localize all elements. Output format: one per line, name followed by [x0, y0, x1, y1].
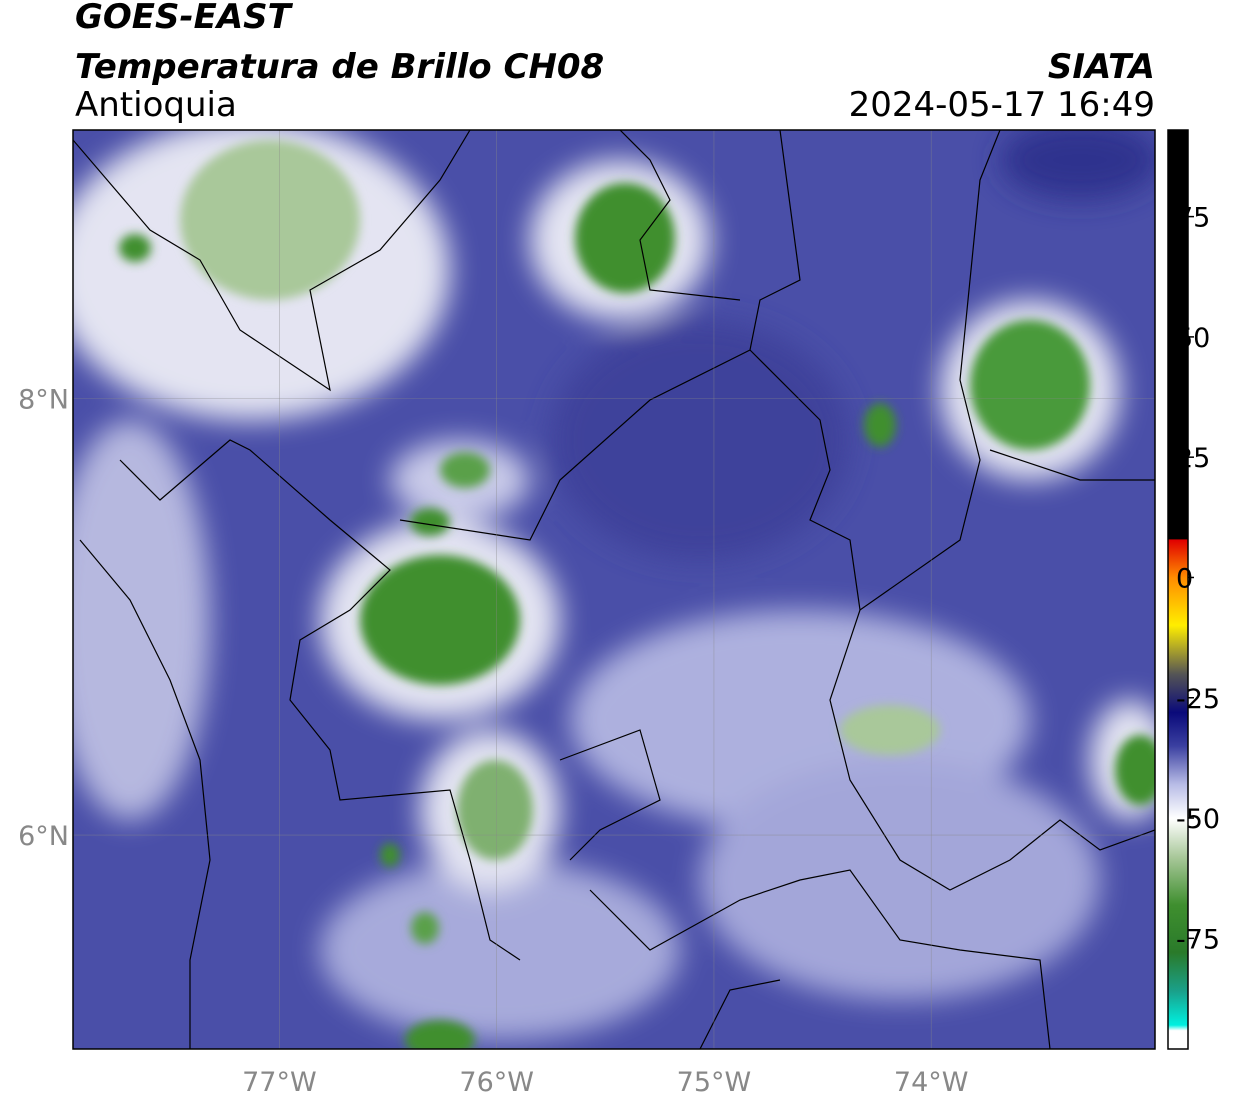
colorbar-tick-label: 0 — [1176, 563, 1193, 594]
axes: 77°W 76°W 75°W 74°W 6°N 8°N -75 -50 -25 0 25 50 75 — [18, 203, 1220, 1098]
y-tick-label: 8°N — [18, 384, 69, 415]
map-frame — [72, 129, 1156, 1050]
grid — [73, 130, 1155, 1049]
colorbar-tick-label: 50 — [1176, 323, 1210, 354]
subtitle: Temperatura de Brillo CH08 — [75, 47, 604, 87]
colorbar-tick-label: -50 — [1176, 804, 1220, 835]
x-tick-label: 76°W — [459, 1067, 534, 1098]
timestamp: 2024-05-17 16:49 — [849, 85, 1155, 125]
x-tick-label: 74°W — [894, 1067, 969, 1098]
map-image — [73, 130, 1155, 1049]
x-tick-label: 77°W — [242, 1067, 317, 1098]
colorbar-tick-label: -75 — [1176, 924, 1220, 955]
colorbar-tick-label: 75 — [1176, 203, 1210, 234]
colorbar-tick-label: -25 — [1176, 684, 1220, 715]
source: SIATA — [1048, 47, 1155, 87]
region: Antioquia — [75, 85, 237, 125]
title: GOES-EAST — [75, 0, 294, 37]
colorbar — [1167, 129, 1189, 1050]
colorbar-tick-label: 25 — [1176, 443, 1210, 474]
x-tick-label: 75°W — [677, 1067, 752, 1098]
y-tick-label: 6°N — [18, 821, 69, 852]
